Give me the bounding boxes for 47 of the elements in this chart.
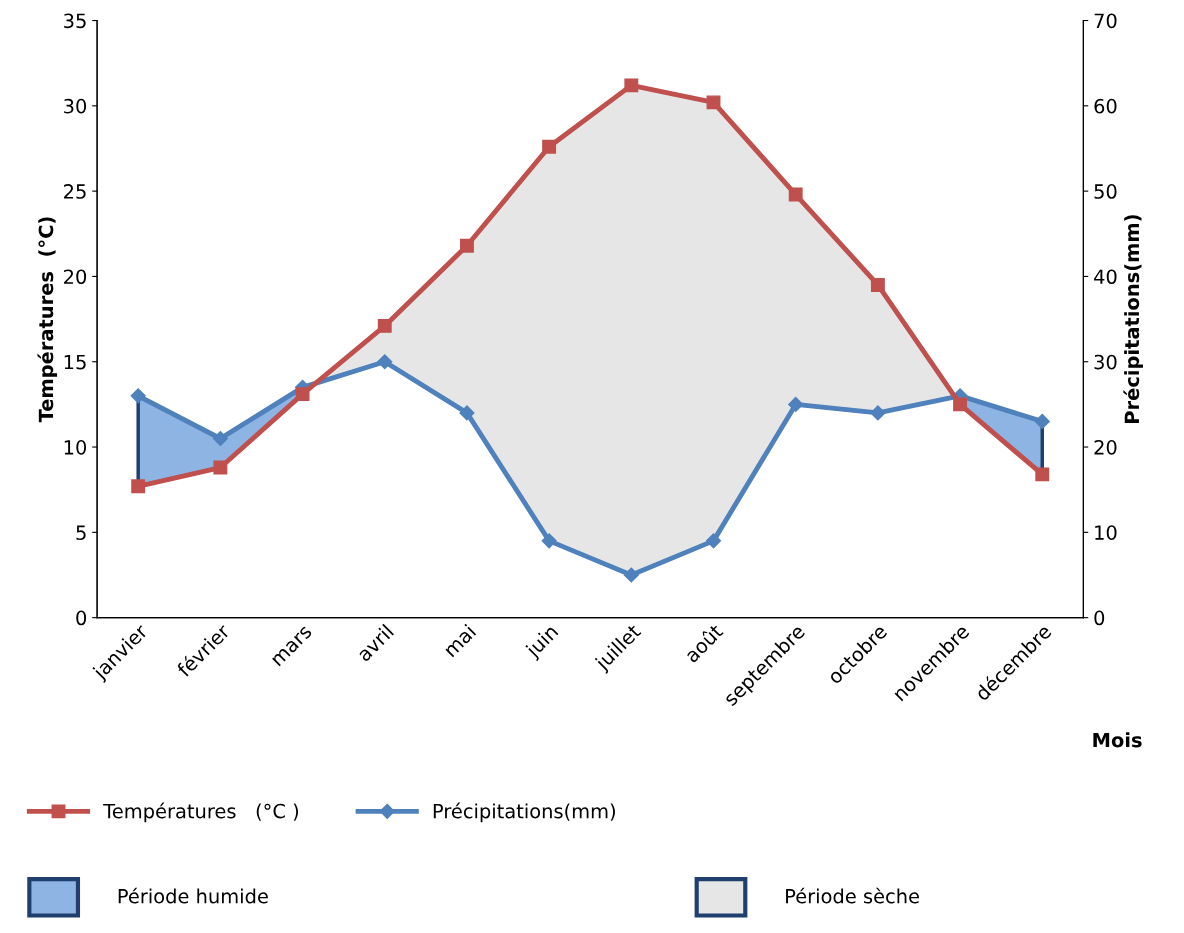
point (870, 278, 885, 292)
y-tick-label: 30 (64, 98, 87, 114)
y2-tick-label: 30 (1094, 354, 1117, 370)
point (705, 533, 722, 549)
y2-tick-label: 20 (1094, 440, 1117, 455)
y2-tick-label: 0 (1094, 610, 1105, 626)
point (459, 238, 474, 253)
point (213, 460, 228, 475)
point (788, 396, 804, 412)
point (953, 397, 968, 412)
point (295, 387, 310, 402)
point (870, 405, 886, 421)
y-tick-label: 5 (76, 525, 86, 541)
y-tick-label: 25 (64, 184, 86, 199)
y-tick-label: 10 (64, 440, 87, 455)
point (706, 95, 721, 110)
text: Période sèche (786, 887, 919, 904)
x-tick-label: juin (523, 623, 562, 662)
point (459, 405, 475, 421)
y2-tick-label: 10 (1095, 525, 1117, 541)
x-tick-label: mai (442, 623, 477, 658)
y-axis-title: Températures (°C) (37, 217, 58, 423)
y-tick-label: 0 (76, 610, 87, 626)
point (623, 567, 639, 583)
point (1034, 413, 1050, 430)
y2-axis-title: Précipitations(mm) (1123, 215, 1143, 423)
point (130, 388, 146, 404)
point (212, 430, 228, 447)
y2-tick-label: 60 (1094, 98, 1117, 114)
y2-tick-label: 40 (1094, 269, 1117, 285)
point (541, 533, 557, 549)
text: Période humide (118, 887, 268, 904)
point (1035, 467, 1050, 482)
y-tick-label: 35 (64, 13, 86, 29)
point (788, 187, 803, 202)
legend-label: Précipitations(mm) (433, 802, 615, 823)
point (377, 318, 392, 333)
x-axis-title: Mois (1093, 732, 1142, 748)
point (624, 78, 639, 93)
point (377, 354, 393, 370)
point (131, 479, 146, 494)
y2-tick-label: 50 (1094, 184, 1117, 199)
y2-tick-label: 70 (1094, 13, 1117, 29)
point (542, 139, 557, 154)
y-tick-label: 15 (64, 354, 86, 370)
legend-label: Températures (°C ) (103, 802, 299, 823)
y-tick-label: 20 (64, 269, 87, 285)
